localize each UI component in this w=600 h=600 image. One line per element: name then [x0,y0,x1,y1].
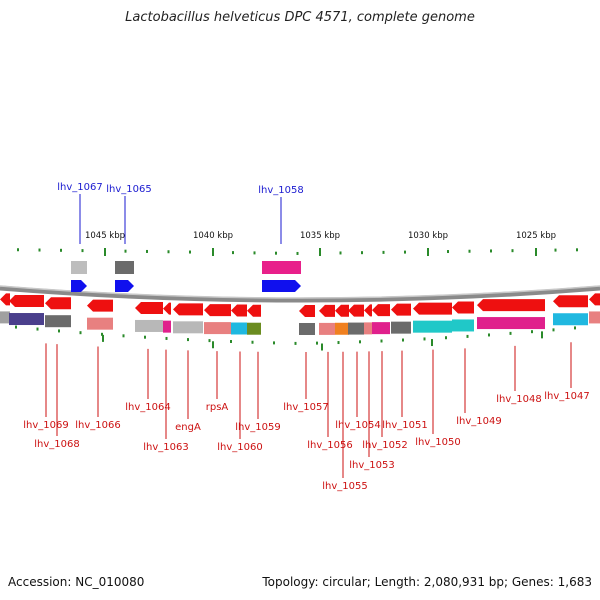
gene-label-bottom: lhv_1055 [322,481,367,492]
reverse-gene-arrow [87,299,113,312]
backbone-highlight [0,285,600,299]
gene-label-bottom: lhv_1049 [456,416,501,427]
scale-tick-label: 1025 kbp [516,231,556,241]
genome-backbone [0,285,600,303]
scale-ticks: 1045 kbp 1040 kbp 1035 kbp 1030 kbp 1025 kbp [15,231,578,351]
gene-feature-box [319,322,335,335]
gene-feature-box [0,311,10,324]
gene-label-bottom: lhv_1048 [496,394,541,405]
reverse-gene-arrow [135,301,163,314]
gene-label-bottom: lhv_1056 [307,440,352,451]
gene-label-bottom: lhv_1050 [415,437,460,448]
gene-feature-box [45,315,71,328]
gene-feature-box [335,322,349,335]
gene-feature-box [163,320,171,333]
gene-feature-box [115,261,134,274]
gene-feature-box [589,311,600,324]
gene-label-bottom: lhv_1053 [349,460,394,471]
gene-feature-box [173,321,203,334]
map-title: Lactobacillus helveticus DPC 4571, compl… [125,10,475,25]
gene-label-bottom: rpsA [206,402,229,413]
gene-label-top: lhv_1065 [106,184,151,195]
reverse-gene-arrow [477,299,545,312]
reverse-gene-arrow [45,297,71,310]
gene-label-bottom: lhv_1054 [335,420,380,431]
reverse-gene-arrow [204,304,231,317]
forward-gene-arrow [115,280,134,292]
gene-label-bottom: lhv_1066 [75,420,120,431]
reverse-gene-arrow [163,302,171,315]
gene-feature-box [231,322,247,335]
scale-tick-label: 1045 kbp [85,231,125,241]
gene-label-bottom: lhv_1063 [143,442,188,453]
gene-feature-box [262,261,301,274]
reverse-gene-arrow [348,304,364,317]
reverse-gene-arrow [335,304,349,317]
reverse-gene-arrow [319,304,335,317]
gene-feature-box [477,317,545,330]
reverse-gene-arrow [173,303,203,316]
gene-label-bottom: lhv_1069 [23,420,68,431]
gene-feature-box [71,261,87,274]
scale-tick-label: 1035 kbp [300,231,340,241]
gene-tracks [0,261,600,335]
reverse-gene-arrow [247,304,261,317]
gene-label-bottom: lhv_1047 [544,391,589,402]
gene-feature-box [364,322,372,335]
reverse-gene-arrow [372,304,390,317]
gene-feature-box [553,313,588,326]
reverse-gene-arrow [589,293,600,306]
reverse-gene-arrow [452,301,474,314]
topology-text: Topology: circular; Length: 2,080,931 bp… [262,575,592,589]
gene-feature-box [135,319,163,332]
reverse-gene-arrow [391,303,411,316]
gene-feature-box [9,313,44,326]
scale-tick-label: 1030 kbp [408,231,448,241]
gene-label-top: lhv_1067 [57,182,102,193]
gene-feature-box [391,321,411,334]
gene-label-bottom: lhv_1057 [283,402,328,413]
forward-gene-arrow [262,280,301,292]
scale-tick-label: 1040 kbp [193,231,233,241]
gene-feature-box [452,319,474,332]
reverse-gene-arrow [364,304,372,317]
reverse-gene-arrow [299,304,315,317]
reverse-gene-arrow [553,295,588,308]
reverse-gene-arrow [0,293,10,306]
gene-label-bottom: lhv_1059 [235,422,280,433]
gene-feature-box [299,322,315,335]
gene-feature-box [348,322,364,335]
gene-feature-box [247,322,261,335]
gene-feature-box [413,320,452,333]
gene-label-bottom: lhv_1068 [34,439,79,450]
gene-feature-box [87,317,113,330]
gene-feature-box [204,322,231,335]
gene-label-bottom: lhv_1052 [362,440,407,451]
gene-label-bottom: lhv_1051 [382,420,427,431]
gene-label-bottom: lhv_1064 [125,402,170,413]
reverse-gene-arrow [9,295,44,308]
reverse-gene-arrow [231,304,247,317]
reverse-gene-arrow [413,302,452,315]
forward-gene-arrow [71,280,87,292]
accession-text: Accession: NC_010080 [8,575,145,589]
gene-label-bottom: engA [175,422,201,433]
gene-label-bottom: lhv_1060 [217,442,262,453]
gene-feature-box [372,322,390,335]
gene-labels: lhv_1067 lhv_1065 lhv_1058 lhv_1069 lhv_1068… [23,182,589,492]
gene-label-top: lhv_1058 [258,185,303,196]
backbone-arc [0,285,600,303]
